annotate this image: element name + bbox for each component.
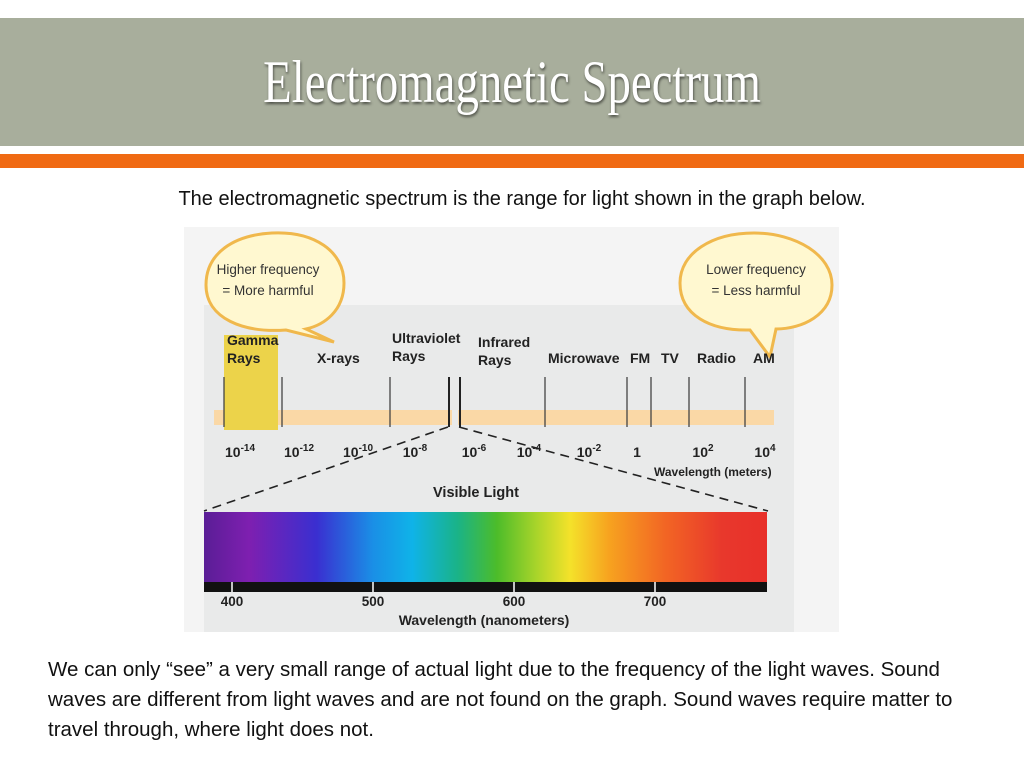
meter-tick-label: 10-6 (462, 443, 487, 460)
meter-tick-label: 10-14 (225, 443, 255, 460)
band-label-uv-2: Rays (392, 348, 426, 364)
band-label-fm: FM (630, 350, 650, 366)
band-label-gamma-2: Rays (227, 350, 261, 366)
meter-scale-unit: Wavelength (meters) (654, 465, 772, 479)
band-label-gamma-1: Gamma (227, 332, 279, 348)
meter-tick-label: 1 (633, 444, 641, 460)
callout-left-bubble (204, 231, 346, 344)
accent-rule (0, 154, 1024, 168)
zoom-line-left (203, 426, 449, 512)
callout-higher-frequency: Higher frequency = More harmful (204, 231, 346, 344)
em-spectrum-diagram: Higher frequency = More harmful Lower fr… (184, 227, 839, 632)
callout-left-line1: Higher frequency (217, 262, 320, 277)
callout-right-bubble (678, 231, 834, 361)
callout-lower-frequency: Lower frequency = Less harmful (678, 231, 834, 361)
band-label-ir-1: Infrared (478, 334, 530, 350)
band-dividers (223, 377, 746, 427)
visible-spectrum-bar (204, 512, 767, 582)
nanometer-tick-label: 600 (503, 594, 526, 609)
band-label-xrays: X-rays (317, 350, 360, 366)
nanometer-scale-unit: Wavelength (nanometers) (399, 612, 570, 628)
intro-text: The electromagnetic spectrum is the rang… (178, 188, 866, 210)
body-text: We can only “see” a very small range of … (48, 658, 953, 741)
visible-light-title: Visible Light (433, 485, 519, 501)
meter-tick-label: 10-10 (343, 443, 373, 460)
nanometer-tick-label: 400 (221, 594, 244, 609)
band-label-ir-2: Rays (478, 352, 512, 368)
gamma-highlight (224, 335, 278, 430)
meter-tick-label: 10-8 (403, 443, 428, 460)
band-label-uv-1: Ultraviolet (392, 330, 461, 346)
band-label-microwave: Microwave (548, 350, 620, 366)
frequency-band-strip (214, 410, 774, 425)
nanometer-scale-labels: 400 500 600 700 (221, 582, 667, 609)
meter-tick-label: 10-12 (284, 443, 314, 460)
meter-tick-label: 10-2 (577, 443, 602, 460)
nanometer-tick-label: 500 (362, 594, 385, 609)
band-label-tv: TV (661, 350, 680, 366)
callout-right-line1: Lower frequency (706, 262, 806, 277)
nanometer-tick-label: 700 (644, 594, 667, 609)
meter-tick-label: 104 (754, 443, 776, 460)
scale-gap (452, 407, 458, 429)
band-label-radio: Radio (697, 350, 736, 366)
callout-right-line2: = Less harmful (712, 283, 801, 298)
slide-title: Electromagnetic Spectrum (263, 48, 761, 115)
nanometer-axis-bar (204, 582, 767, 592)
meter-tick-label: 102 (692, 443, 714, 460)
zoom-line-right (458, 426, 769, 512)
band-label-am: AM (753, 350, 775, 366)
callout-left-line2: = More harmful (222, 283, 313, 298)
title-band (0, 18, 1024, 146)
